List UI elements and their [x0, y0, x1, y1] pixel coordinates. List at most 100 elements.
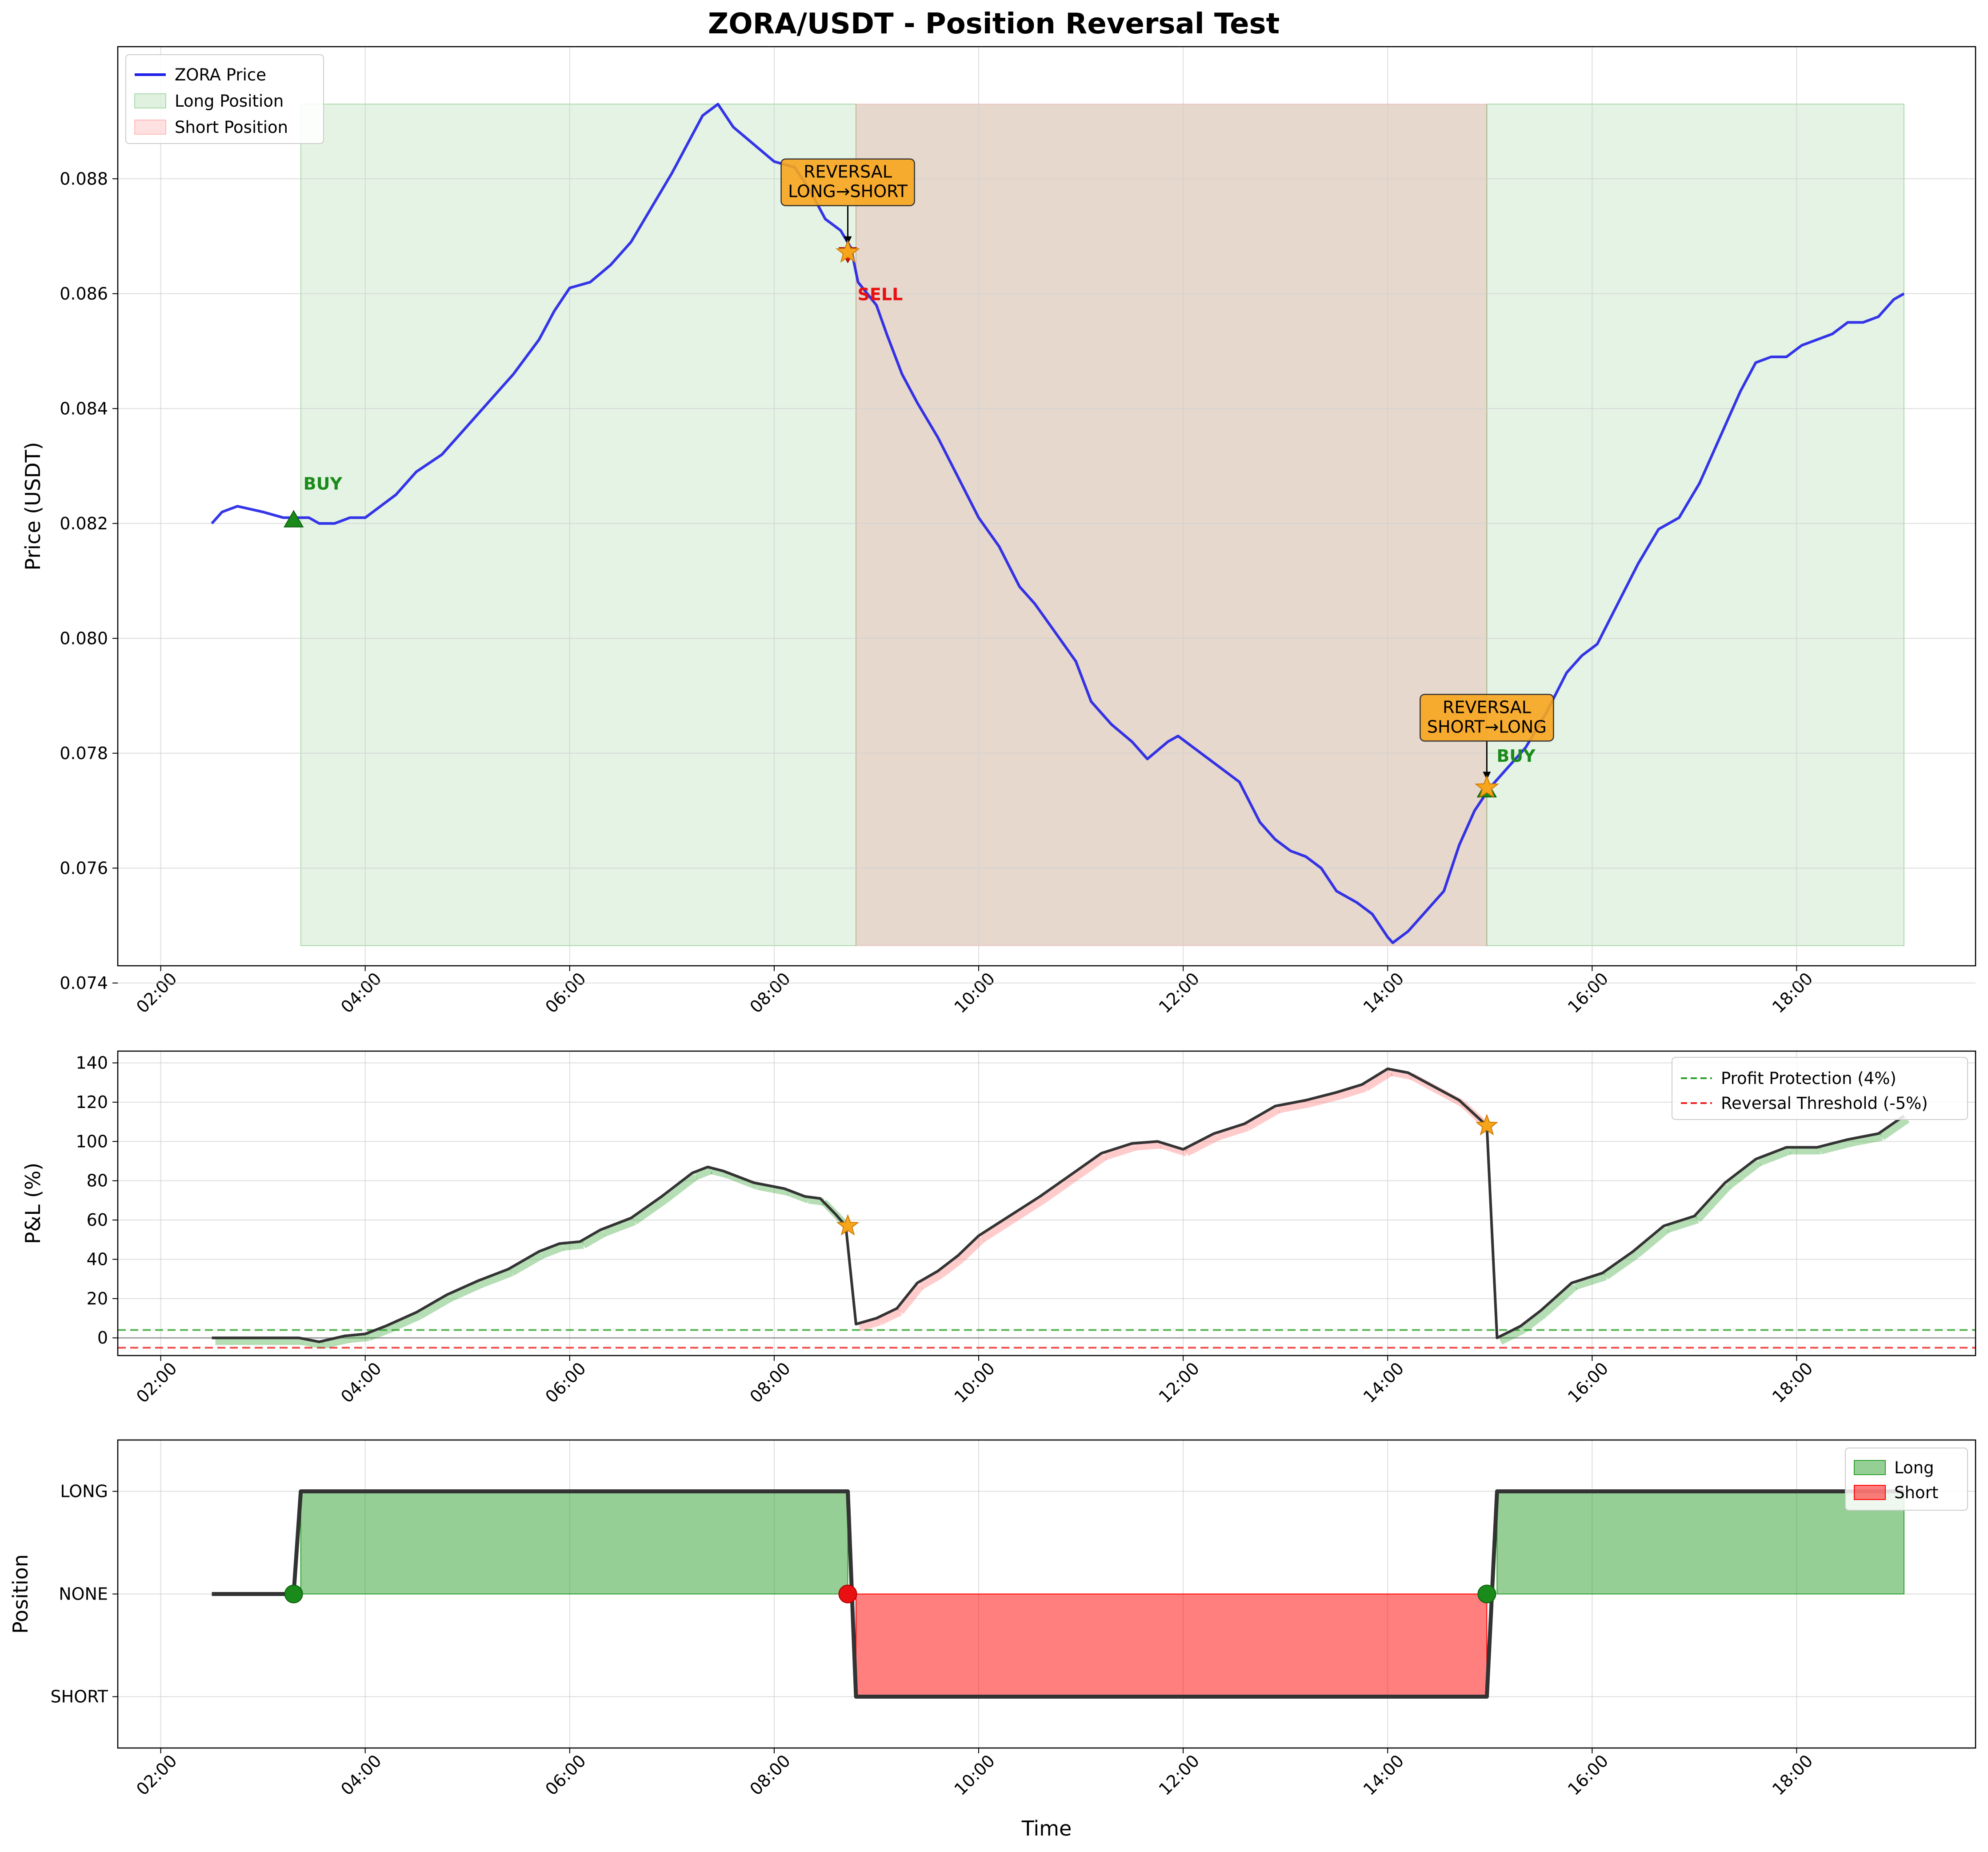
pnl-halo-segment: [563, 1241, 584, 1251]
x-tick-label: 12:00: [1155, 1359, 1204, 1407]
pnl-halo-segment: [1880, 1116, 1910, 1140]
pnl-halo-segment: [919, 1272, 943, 1290]
price-series-line: [211, 103, 1905, 944]
legend-profit-label: Profit Protection (4%): [1721, 1069, 1896, 1088]
y-axis-label: Price (USDT): [21, 442, 45, 570]
reversal-annotation-box: [1420, 694, 1554, 742]
y-tick-label: 0.074: [60, 973, 108, 993]
reversal-star: [836, 239, 860, 263]
legend-price-label: ZORA Price: [175, 65, 266, 84]
pnl-halo-segment: [1185, 1134, 1219, 1156]
pnl-halo-segment: [1011, 1197, 1046, 1223]
pnl-halo-segment: [367, 1326, 391, 1341]
pnl-halo-segment: [1410, 1073, 1439, 1093]
x-tick-label: 16:00: [1564, 1359, 1612, 1407]
x-tick-label: 14:00: [1360, 1359, 1408, 1407]
pnl-halo-segment: [1041, 1175, 1076, 1203]
y-tick-label: 0.080: [60, 628, 108, 648]
position-panel: 02:00 04:00 06:00 08:00 10:00 12:00 14:00 16:00…: [8, 1439, 1976, 1840]
pnl-halo-segment: [808, 1196, 824, 1206]
pnl-halo-segment: [388, 1312, 422, 1333]
pnl-halo-segment: [1308, 1092, 1341, 1108]
x-tick-label: 14:00: [1360, 1751, 1408, 1800]
x-tick-label: 18:00: [1768, 1751, 1817, 1800]
y-tick-label: 80: [87, 1171, 108, 1191]
x-tick-label: 08:00: [746, 1359, 794, 1407]
y-tick-label: 100: [76, 1132, 108, 1151]
pnl-halo-segment: [1695, 1184, 1732, 1222]
pnl-halo-segment: [1104, 1144, 1137, 1160]
pnl-halo-segment: [695, 1167, 713, 1180]
x-tick-label: 16:00: [1564, 1751, 1612, 1800]
pnl-halo-segment: [663, 1173, 698, 1203]
short-position-region: [855, 104, 1488, 946]
pnl-halo-segment: [1072, 1154, 1107, 1181]
pnl-halo-segment: [756, 1183, 789, 1196]
legend-long-swatch: [134, 93, 166, 108]
pnl-halo-segment: [1726, 1160, 1762, 1189]
y-tick-label: 120: [76, 1092, 108, 1112]
x-tick-label: 06:00: [541, 969, 590, 1017]
x-tick-label: 02:00: [132, 1751, 181, 1800]
y-tick-label: NONE: [59, 1584, 108, 1604]
x-tick-label: 06:00: [541, 1359, 590, 1407]
long-fill: [1496, 1491, 1904, 1595]
pnl-halo-segment: [1246, 1106, 1281, 1131]
reversal-annotation-line1: REVERSAL: [804, 162, 892, 182]
pnl-halo-segment: [1216, 1124, 1249, 1141]
pnl-halo-segment: [878, 1308, 902, 1325]
pnl-halo-segment: [1634, 1227, 1670, 1258]
legend-short-swatch: [134, 120, 166, 135]
pnl-halo-segment: [897, 1284, 924, 1314]
pnl-halo-segment: [418, 1295, 452, 1319]
pnl-halo-segment: [1574, 1273, 1607, 1290]
y-axis-label: Position: [8, 1554, 32, 1634]
pnl-halo-segment: [1758, 1148, 1792, 1166]
short-fill: [855, 1593, 1488, 1697]
long-position-region: [300, 104, 856, 946]
pnl-halo-segment: [1522, 1311, 1547, 1333]
pnl-halo-segment: [939, 1256, 964, 1278]
pnl-halo-segment: [787, 1188, 810, 1204]
reversal-annotation-line2: SHORT→LONG: [1427, 717, 1547, 736]
x-tick-label: 18:00: [1768, 1359, 1817, 1407]
y-tick-label: 60: [87, 1210, 108, 1230]
x-tick-label: 02:00: [132, 969, 181, 1017]
pnl-halo-segment: [1135, 1141, 1162, 1151]
legend-long-label: Long Position: [175, 92, 284, 111]
reversal-annotation-box: [780, 158, 915, 206]
y-tick-label: 20: [87, 1289, 108, 1308]
pnl-halo-segment: [480, 1269, 513, 1288]
legend: Long Short: [1845, 1448, 1968, 1511]
y-tick-label: 0.086: [60, 284, 108, 304]
y-tick-label: 0.082: [60, 514, 108, 533]
pnl-halo-segment: [1499, 1326, 1526, 1345]
legend-long-swatch: [1854, 1460, 1886, 1475]
price-panel: 02:00 04:00 06:00 08:00 10:00 12:00 14:00 16:00…: [21, 46, 1976, 1017]
long-position-region: [1486, 104, 1904, 946]
x-tick-label: 04:00: [337, 969, 385, 1017]
legend-short-label: Short: [1894, 1483, 1938, 1502]
pnl-series-line: [212, 1067, 1905, 1344]
pnl-halo-segment: [348, 1334, 369, 1343]
y-tick-label: 40: [87, 1249, 108, 1269]
x-tick-label: 02:00: [132, 1359, 181, 1407]
pnl-halo-segment: [1850, 1133, 1883, 1147]
pnl-halo-segment: [1364, 1069, 1393, 1091]
x-tick-label: 18:00: [1768, 969, 1817, 1017]
pnl-halo-segment: [632, 1197, 668, 1225]
pnl-halo-segment: [322, 1336, 349, 1349]
pnl-halo-segment: [1339, 1084, 1367, 1100]
reversal-star: [1474, 775, 1499, 798]
legend-short-swatch: [1854, 1485, 1886, 1500]
pnl-halo-segment: [449, 1281, 483, 1302]
pnl-halo-segment: [301, 1338, 324, 1349]
pnl-halo-segment: [725, 1171, 759, 1190]
x-tick-label: 04:00: [337, 1751, 385, 1800]
reversal-star: [836, 1214, 860, 1236]
axes-frame: [117, 1439, 1976, 1749]
x-tick-label: 04:00: [337, 1359, 385, 1407]
axes-frame: [117, 46, 1976, 967]
pnl-halo-segment: [959, 1236, 985, 1262]
